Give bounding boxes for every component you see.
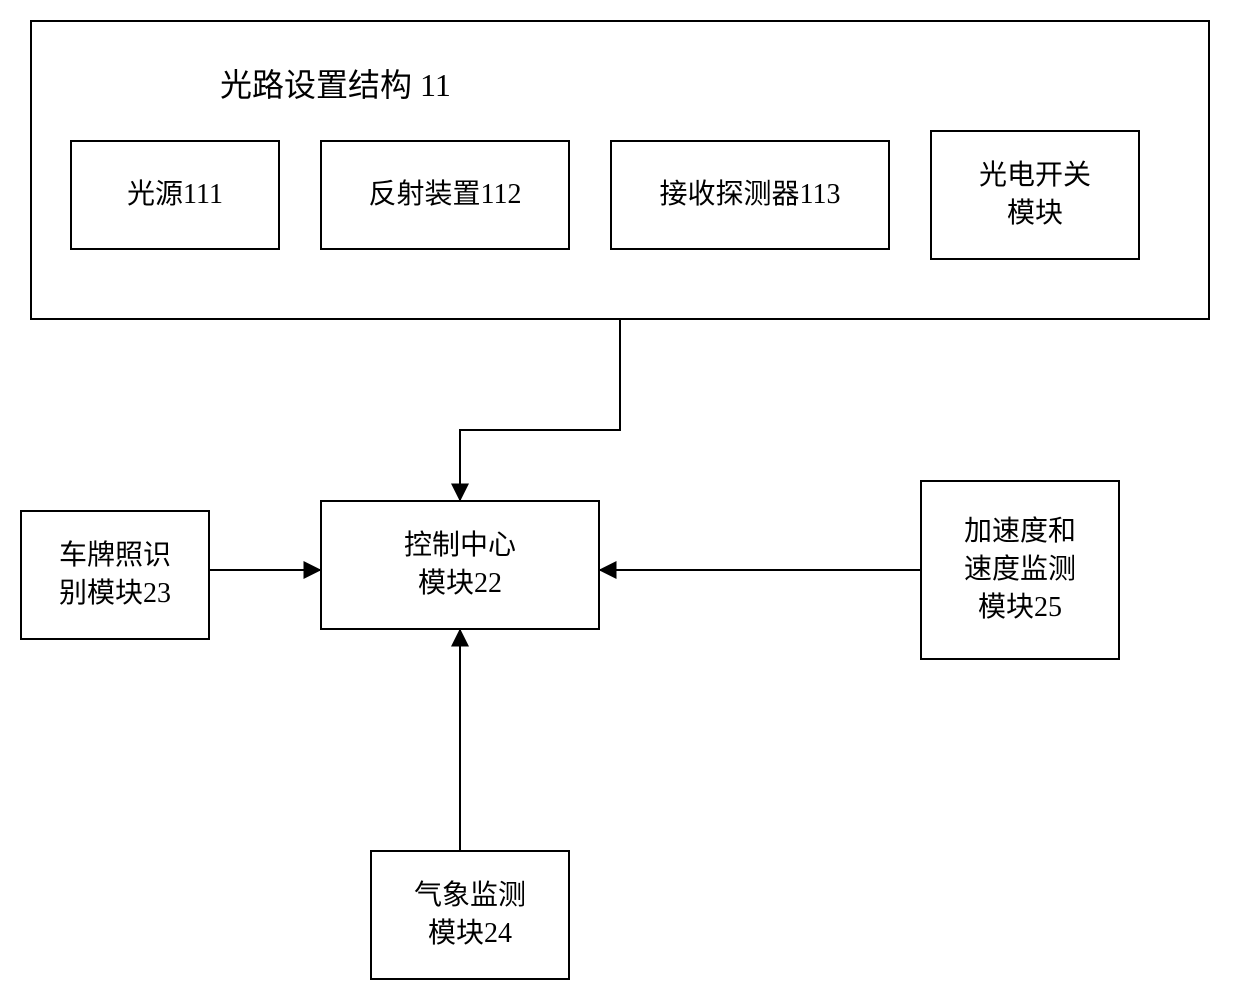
outer-title: 光路设置结构 11	[220, 60, 451, 106]
node-photoelectric-switch: 光电开关模块	[930, 130, 1140, 260]
node-meteorology: 气象监测模块24	[370, 850, 570, 980]
node-label: 气象监测模块24	[410, 873, 530, 957]
node-label: 接收探测器113	[656, 172, 845, 218]
node-receiver-detector: 接收探测器113	[610, 140, 890, 250]
node-license-plate: 车牌照识别模块23	[20, 510, 210, 640]
node-label: 光电开关模块	[975, 153, 1095, 237]
node-label: 加速度和速度监测模块25	[960, 509, 1080, 630]
node-reflector: 反射装置112	[320, 140, 570, 250]
node-accel-speed: 加速度和速度监测模块25	[920, 480, 1120, 660]
node-label: 控制中心模块22	[400, 523, 520, 607]
node-label: 车牌照识别模块23	[55, 533, 175, 617]
node-label: 反射装置112	[365, 172, 526, 218]
node-light-source: 光源111	[70, 140, 280, 250]
node-control-center: 控制中心模块22	[320, 500, 600, 630]
node-label: 光源111	[123, 172, 227, 218]
edge-outer-to-center	[460, 320, 620, 500]
